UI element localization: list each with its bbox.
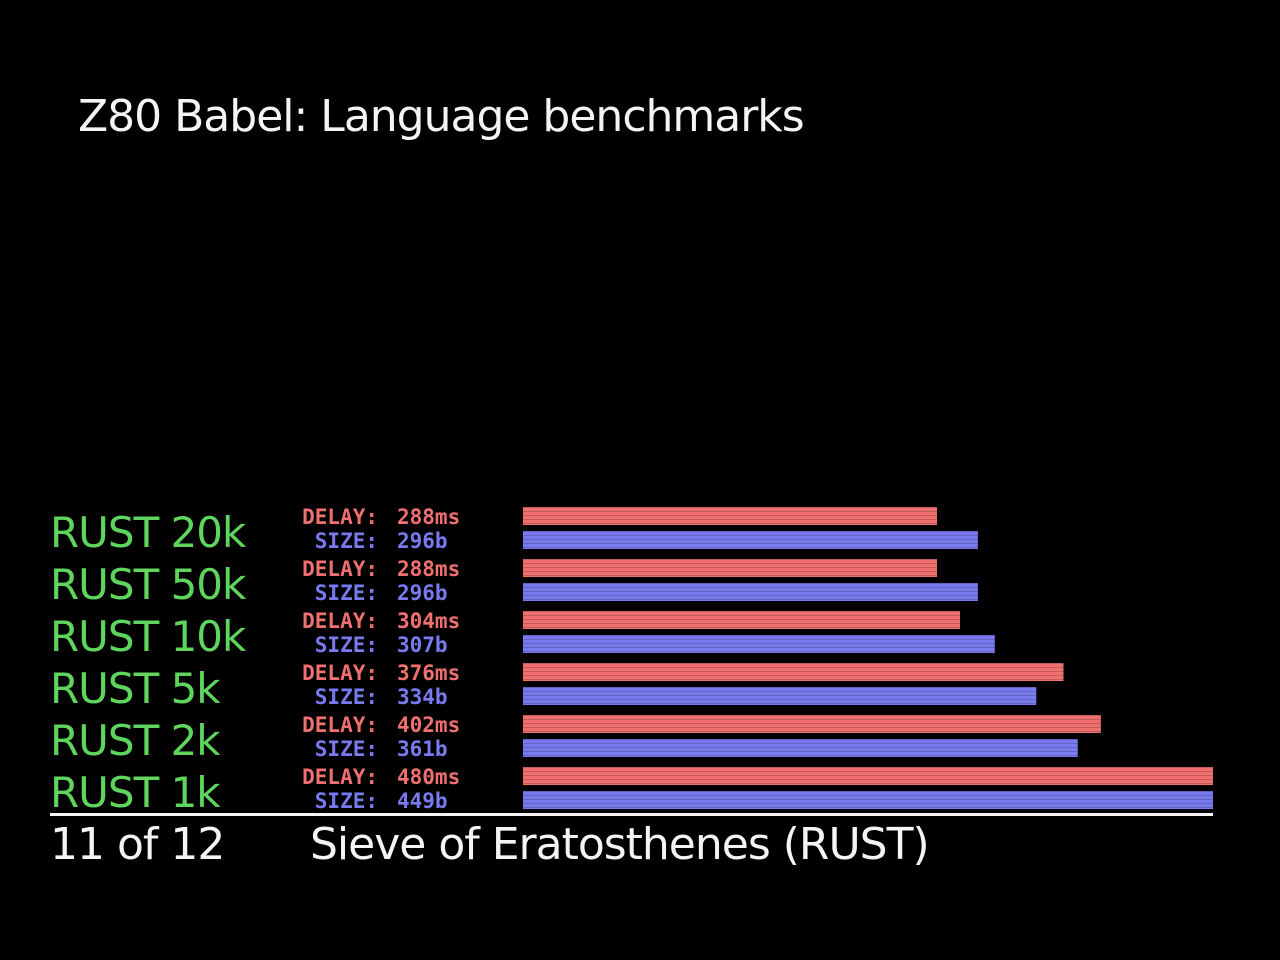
category-label: RUST 2k xyxy=(50,716,221,765)
size-value-label: 296b xyxy=(397,581,448,605)
delay-series-label: DELAY: xyxy=(302,505,378,529)
size-value-label: 307b xyxy=(397,633,448,657)
delay-series-label: DELAY: xyxy=(302,713,378,737)
size-value-label: 334b xyxy=(397,685,448,709)
page-counter: 11 of 12 xyxy=(50,819,225,870)
delay-value-label: 304ms xyxy=(397,609,460,633)
delay-series-label: DELAY: xyxy=(302,765,378,789)
size-value-label: 449b xyxy=(397,789,448,813)
delay-series-label: DELAY: xyxy=(302,661,378,685)
category-label: RUST 20k xyxy=(50,508,247,557)
category-label: RUST 10k xyxy=(50,612,247,661)
delay-value-label: 480ms xyxy=(397,765,460,789)
category-label: RUST 5k xyxy=(50,664,221,713)
size-series-label: SIZE: xyxy=(315,633,378,657)
chart-baseline xyxy=(50,813,1213,816)
chart-caption: Sieve of Eratosthenes (RUST) xyxy=(310,819,930,870)
size-series-label: SIZE: xyxy=(315,529,378,553)
size-value-label: 361b xyxy=(397,737,448,761)
scanline-overlay xyxy=(523,504,1213,816)
size-series-label: SIZE: xyxy=(315,789,378,813)
delay-series-label: DELAY: xyxy=(302,557,378,581)
delay-series-label: DELAY: xyxy=(302,609,378,633)
size-series-label: SIZE: xyxy=(315,581,378,605)
delay-value-label: 288ms xyxy=(397,557,460,581)
delay-value-label: 376ms xyxy=(397,661,460,685)
delay-value-label: 402ms xyxy=(397,713,460,737)
delay-value-label: 288ms xyxy=(397,505,460,529)
size-value-label: 296b xyxy=(397,529,448,553)
category-label: RUST 50k xyxy=(50,560,247,609)
category-label: RUST 1k xyxy=(50,768,221,817)
page-title: Z80 Babel: Language benchmarks xyxy=(78,91,805,142)
size-series-label: SIZE: xyxy=(315,685,378,709)
size-series-label: SIZE: xyxy=(315,737,378,761)
